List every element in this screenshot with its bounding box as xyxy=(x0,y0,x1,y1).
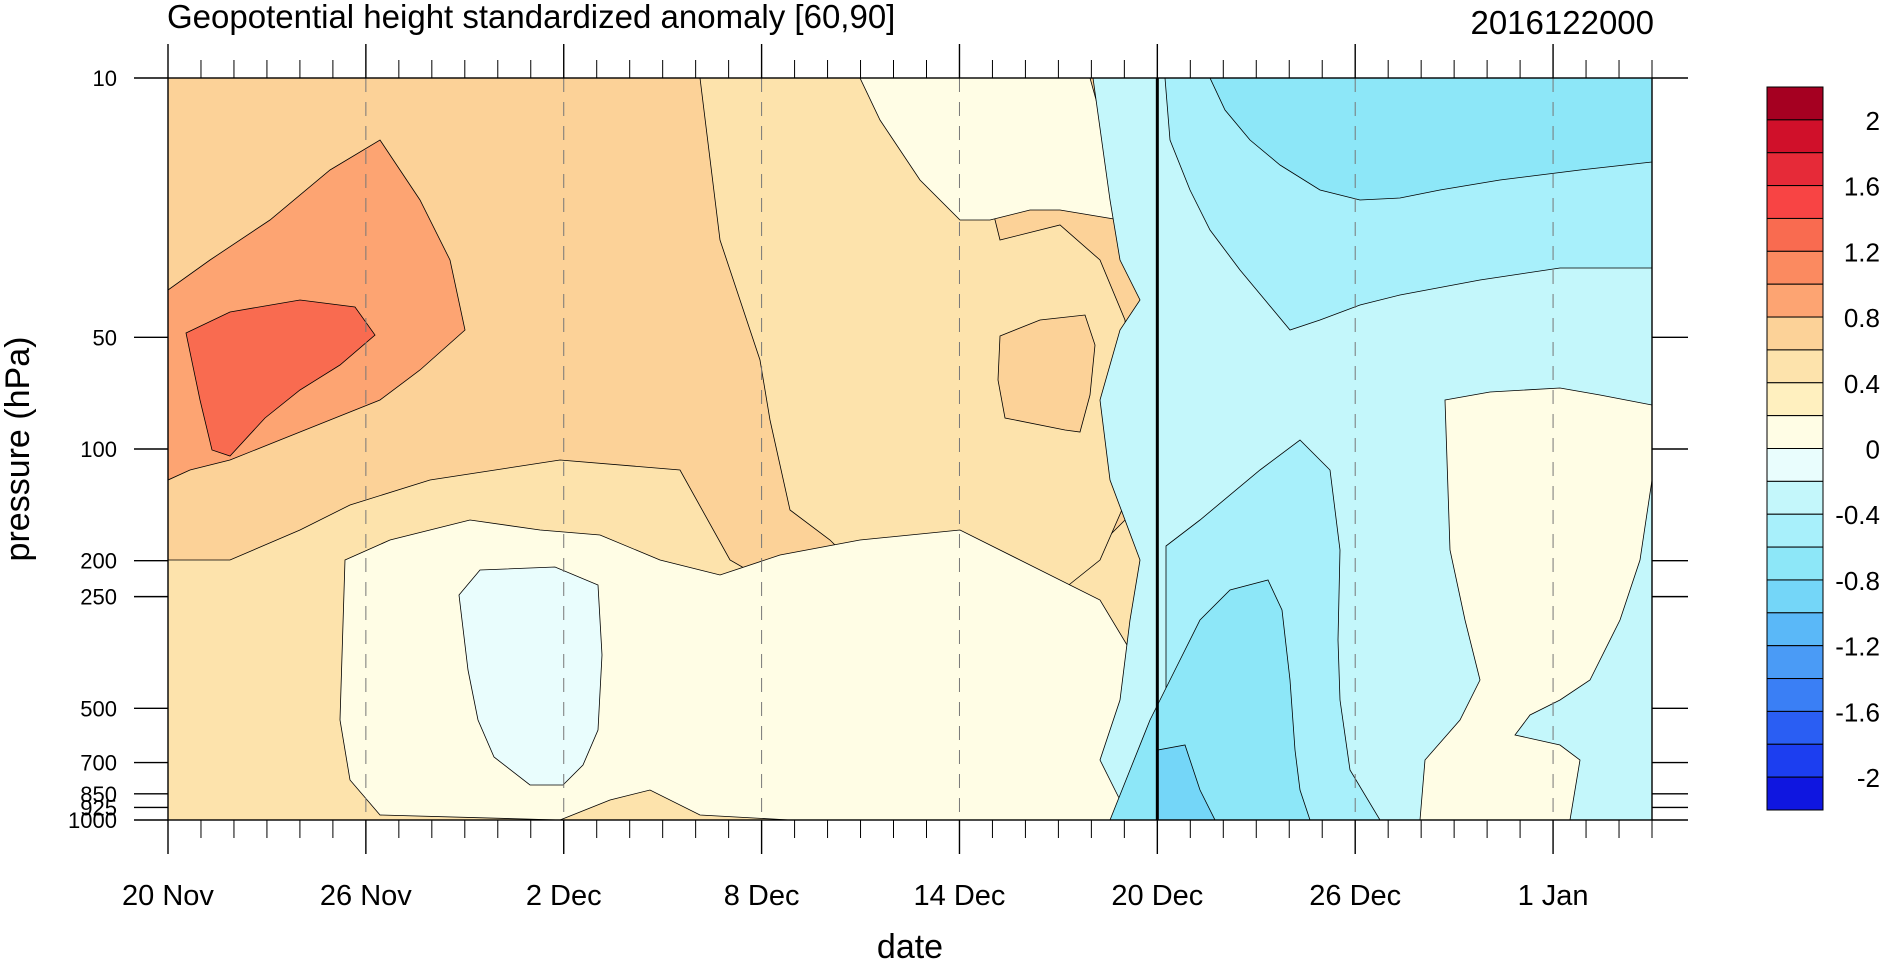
colorbar-box xyxy=(1766,743,1824,778)
colorbar-box xyxy=(1766,217,1824,252)
colorbar-legend: 2 1.6 1.2 0.8 0.4 0 -0.4 -0.8 -1.2 -1.6 -2 xyxy=(1766,86,1880,811)
contour-region xyxy=(1209,78,1652,201)
x-axis-label: date xyxy=(877,928,943,963)
colorbar-box xyxy=(1766,579,1824,614)
y-tick-label: 10 xyxy=(93,66,117,91)
colorbar-box xyxy=(1766,185,1824,219)
colorbar-label: -1.2 xyxy=(1835,632,1880,662)
colorbar-box xyxy=(1766,349,1824,384)
colorbar-box xyxy=(1766,415,1824,449)
colorbar-label: 1.6 xyxy=(1844,172,1880,202)
colorbar-box xyxy=(1766,152,1824,187)
x-tick-label: 8 Dec xyxy=(724,880,800,912)
x-tick-label: 14 Dec xyxy=(914,880,1006,912)
x-tick-label: 26 Dec xyxy=(1309,880,1401,912)
contour-region xyxy=(185,299,376,457)
x-tick-label: 2 Dec xyxy=(526,880,602,912)
colorbar-box xyxy=(1766,316,1824,351)
x-tick-label: 20 Nov xyxy=(122,880,214,912)
chart-right-title: 2016122000 xyxy=(1470,4,1654,41)
chart-title: Geopotential height standardized anomaly… xyxy=(167,0,895,35)
x-tick-label: 20 Dec xyxy=(1111,880,1203,912)
colorbar-label: 0 xyxy=(1866,435,1880,465)
colorbar-box xyxy=(1766,448,1824,482)
colorbar-label: -1.6 xyxy=(1835,697,1880,727)
x-gridlines xyxy=(365,78,1554,820)
colorbar-label: 1.2 xyxy=(1844,237,1880,267)
colorbar-box xyxy=(1766,513,1824,548)
y-tick-label: 1000 xyxy=(68,808,117,833)
colorbar-box xyxy=(1766,678,1824,712)
x-tick-label: 1 Jan xyxy=(1518,880,1589,912)
colorbar-label: -0.8 xyxy=(1835,566,1880,596)
y-tick-label: 50 xyxy=(93,325,117,350)
y-axis-label: pressure (hPa) xyxy=(0,337,37,562)
colorbar-box xyxy=(1766,250,1824,285)
y-tick-label: 500 xyxy=(80,696,117,721)
y-tick-label: 250 xyxy=(80,585,117,610)
colorbar-box xyxy=(1766,546,1824,581)
colorbar-box xyxy=(1766,382,1824,417)
y-tick-label: 200 xyxy=(80,549,117,574)
y-tick-label: 700 xyxy=(80,751,117,776)
colorbar-label: 0.4 xyxy=(1844,369,1880,399)
colorbar-box xyxy=(1766,612,1824,647)
colorbar-label: 2 xyxy=(1866,106,1880,136)
y-tick-label: 100 xyxy=(80,437,117,462)
colorbar-label: -0.4 xyxy=(1835,500,1880,530)
contour-region xyxy=(458,566,603,786)
contour-region xyxy=(997,314,1096,433)
colorbar-label: 0.8 xyxy=(1844,303,1880,333)
colorbar-box xyxy=(1766,119,1824,154)
colorbar-box xyxy=(1766,480,1824,515)
x-tick-label: 26 Nov xyxy=(320,880,412,912)
contour-fill xyxy=(168,78,1652,820)
colorbar-box xyxy=(1766,645,1824,680)
x-axis: 20 Nov 26 Nov 2 Dec 8 Dec 14 Dec 20 Dec 26 Dec… xyxy=(122,44,1653,912)
colorbar-label: -2 xyxy=(1857,763,1880,793)
colorbar-box xyxy=(1766,283,1824,318)
colorbar-box xyxy=(1766,86,1824,121)
contour-region xyxy=(1419,387,1652,820)
colorbar-box xyxy=(1766,710,1824,745)
y-tick-label: 925 xyxy=(80,795,117,820)
y-tick-label: 850 xyxy=(80,782,117,807)
colorbar-box xyxy=(1766,776,1824,811)
